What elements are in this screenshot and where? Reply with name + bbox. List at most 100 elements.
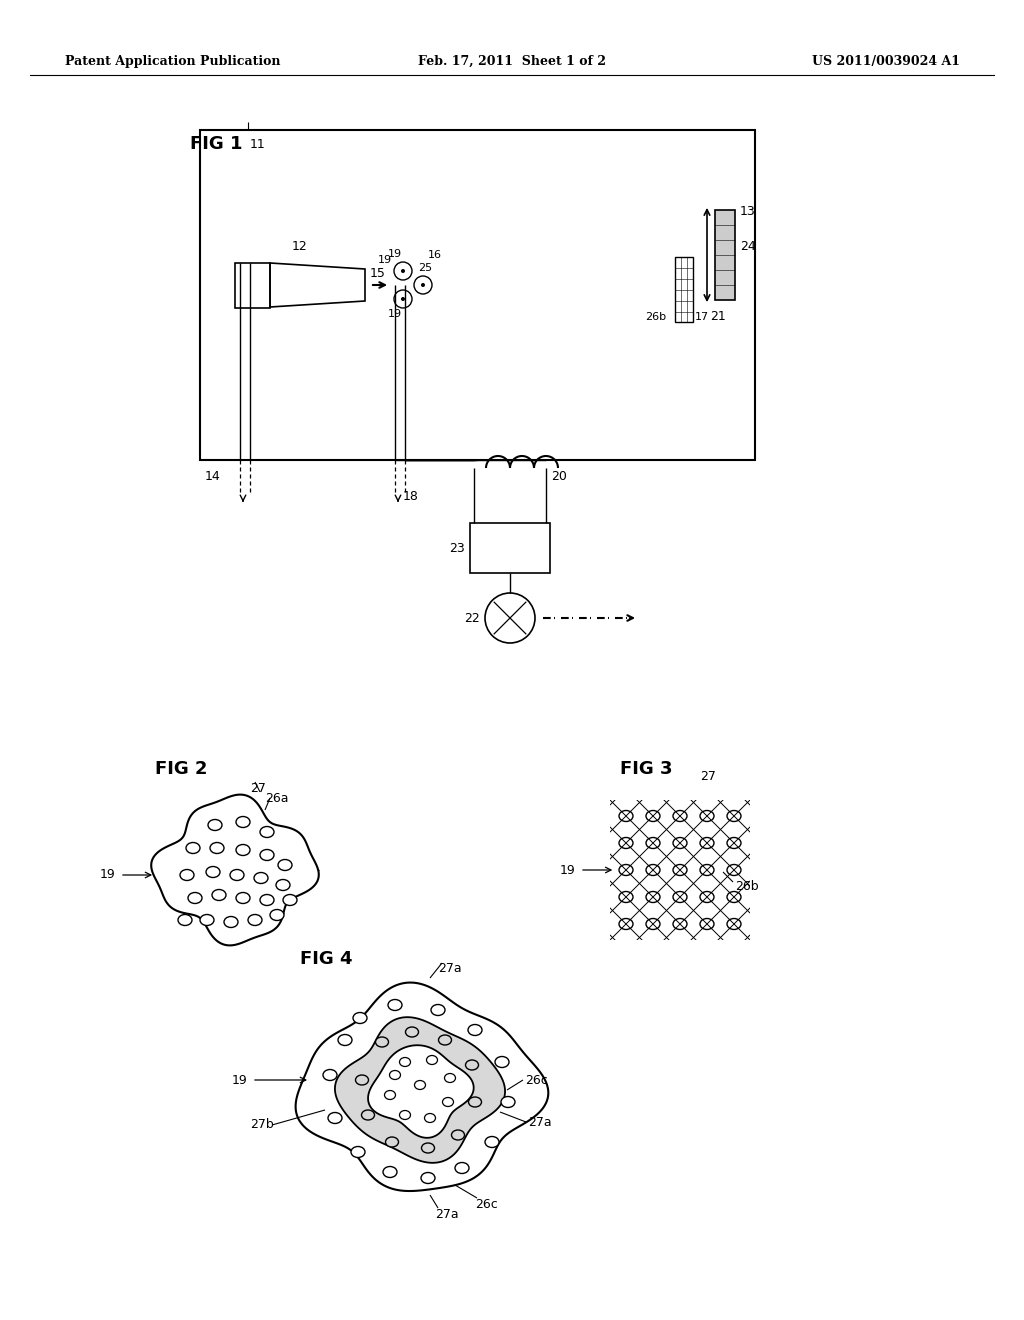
Text: 11: 11 — [250, 139, 266, 150]
Ellipse shape — [338, 1035, 352, 1045]
Ellipse shape — [468, 1024, 482, 1035]
Ellipse shape — [389, 1071, 400, 1080]
Text: FIG 3: FIG 3 — [620, 760, 673, 777]
Ellipse shape — [452, 1130, 465, 1140]
Ellipse shape — [646, 919, 660, 929]
Text: FIG 2: FIG 2 — [155, 760, 208, 777]
Text: 19: 19 — [231, 1073, 247, 1086]
Ellipse shape — [646, 837, 660, 849]
Ellipse shape — [278, 859, 292, 870]
Ellipse shape — [485, 1137, 499, 1147]
Ellipse shape — [727, 837, 741, 849]
Ellipse shape — [727, 919, 741, 929]
Polygon shape — [335, 1018, 505, 1163]
Ellipse shape — [425, 1114, 435, 1122]
Ellipse shape — [673, 865, 687, 875]
Ellipse shape — [180, 870, 194, 880]
Ellipse shape — [700, 865, 714, 875]
Ellipse shape — [224, 916, 238, 928]
Text: FIG 1: FIG 1 — [190, 135, 243, 153]
Ellipse shape — [501, 1097, 515, 1107]
Text: Patent Application Publication: Patent Application Publication — [65, 55, 281, 69]
Text: 22: 22 — [464, 611, 480, 624]
Ellipse shape — [260, 826, 274, 837]
Ellipse shape — [438, 1035, 452, 1045]
Ellipse shape — [700, 810, 714, 821]
Ellipse shape — [469, 1097, 481, 1107]
Ellipse shape — [208, 820, 222, 830]
Ellipse shape — [230, 870, 244, 880]
Ellipse shape — [385, 1137, 398, 1147]
Ellipse shape — [415, 1081, 426, 1089]
Text: 14: 14 — [204, 470, 220, 483]
Text: 27a: 27a — [435, 1208, 459, 1221]
Text: 24: 24 — [740, 240, 756, 253]
Text: 19: 19 — [388, 309, 402, 319]
Text: 26c: 26c — [475, 1199, 498, 1210]
Text: FIG 4: FIG 4 — [300, 950, 352, 968]
Ellipse shape — [727, 865, 741, 875]
Ellipse shape — [383, 1167, 397, 1177]
Ellipse shape — [442, 1097, 454, 1106]
Ellipse shape — [444, 1073, 456, 1082]
Ellipse shape — [673, 891, 687, 903]
Ellipse shape — [646, 891, 660, 903]
Ellipse shape — [406, 1027, 419, 1038]
Circle shape — [421, 282, 425, 286]
Text: 12: 12 — [292, 240, 308, 253]
Bar — [715, 210, 735, 300]
Polygon shape — [368, 1045, 474, 1138]
Ellipse shape — [351, 1147, 365, 1158]
Ellipse shape — [646, 810, 660, 821]
Ellipse shape — [248, 915, 262, 925]
Text: Feb. 17, 2011  Sheet 1 of 2: Feb. 17, 2011 Sheet 1 of 2 — [418, 55, 606, 69]
Ellipse shape — [355, 1074, 369, 1085]
Ellipse shape — [700, 891, 714, 903]
Ellipse shape — [178, 915, 193, 925]
Bar — [234, 263, 270, 308]
Ellipse shape — [323, 1069, 337, 1081]
Ellipse shape — [618, 891, 633, 903]
Ellipse shape — [618, 837, 633, 849]
Polygon shape — [296, 982, 548, 1191]
Ellipse shape — [673, 837, 687, 849]
Text: 23: 23 — [450, 541, 465, 554]
Text: 13: 13 — [740, 205, 756, 218]
Text: 26b: 26b — [735, 880, 759, 894]
Ellipse shape — [353, 1012, 367, 1023]
Text: 19: 19 — [559, 863, 575, 876]
Ellipse shape — [276, 879, 290, 891]
Ellipse shape — [399, 1110, 411, 1119]
Text: US 2011/0039024 A1: US 2011/0039024 A1 — [812, 55, 961, 69]
Ellipse shape — [270, 909, 284, 920]
Ellipse shape — [210, 842, 224, 854]
Ellipse shape — [236, 845, 250, 855]
Ellipse shape — [421, 1172, 435, 1184]
Ellipse shape — [495, 1056, 509, 1068]
Text: 20: 20 — [551, 470, 567, 483]
Ellipse shape — [328, 1113, 342, 1123]
Text: 26a: 26a — [265, 792, 289, 805]
Ellipse shape — [188, 892, 202, 903]
Text: 19: 19 — [99, 869, 115, 882]
Ellipse shape — [700, 919, 714, 929]
Ellipse shape — [260, 850, 274, 861]
Ellipse shape — [422, 1143, 434, 1152]
Ellipse shape — [646, 865, 660, 875]
Text: 27a: 27a — [528, 1115, 552, 1129]
Ellipse shape — [260, 895, 274, 906]
Ellipse shape — [254, 873, 268, 883]
Ellipse shape — [673, 810, 687, 821]
Text: 19: 19 — [378, 255, 392, 265]
Text: 15: 15 — [370, 267, 386, 280]
Text: 26b: 26b — [645, 312, 667, 322]
Text: 25: 25 — [418, 263, 432, 273]
Text: 16: 16 — [428, 249, 442, 260]
Ellipse shape — [455, 1163, 469, 1173]
Bar — [470, 523, 550, 573]
Text: 27: 27 — [700, 770, 716, 783]
Polygon shape — [152, 795, 318, 945]
Text: 27b: 27b — [250, 1118, 273, 1131]
Ellipse shape — [283, 895, 297, 906]
Ellipse shape — [618, 919, 633, 929]
